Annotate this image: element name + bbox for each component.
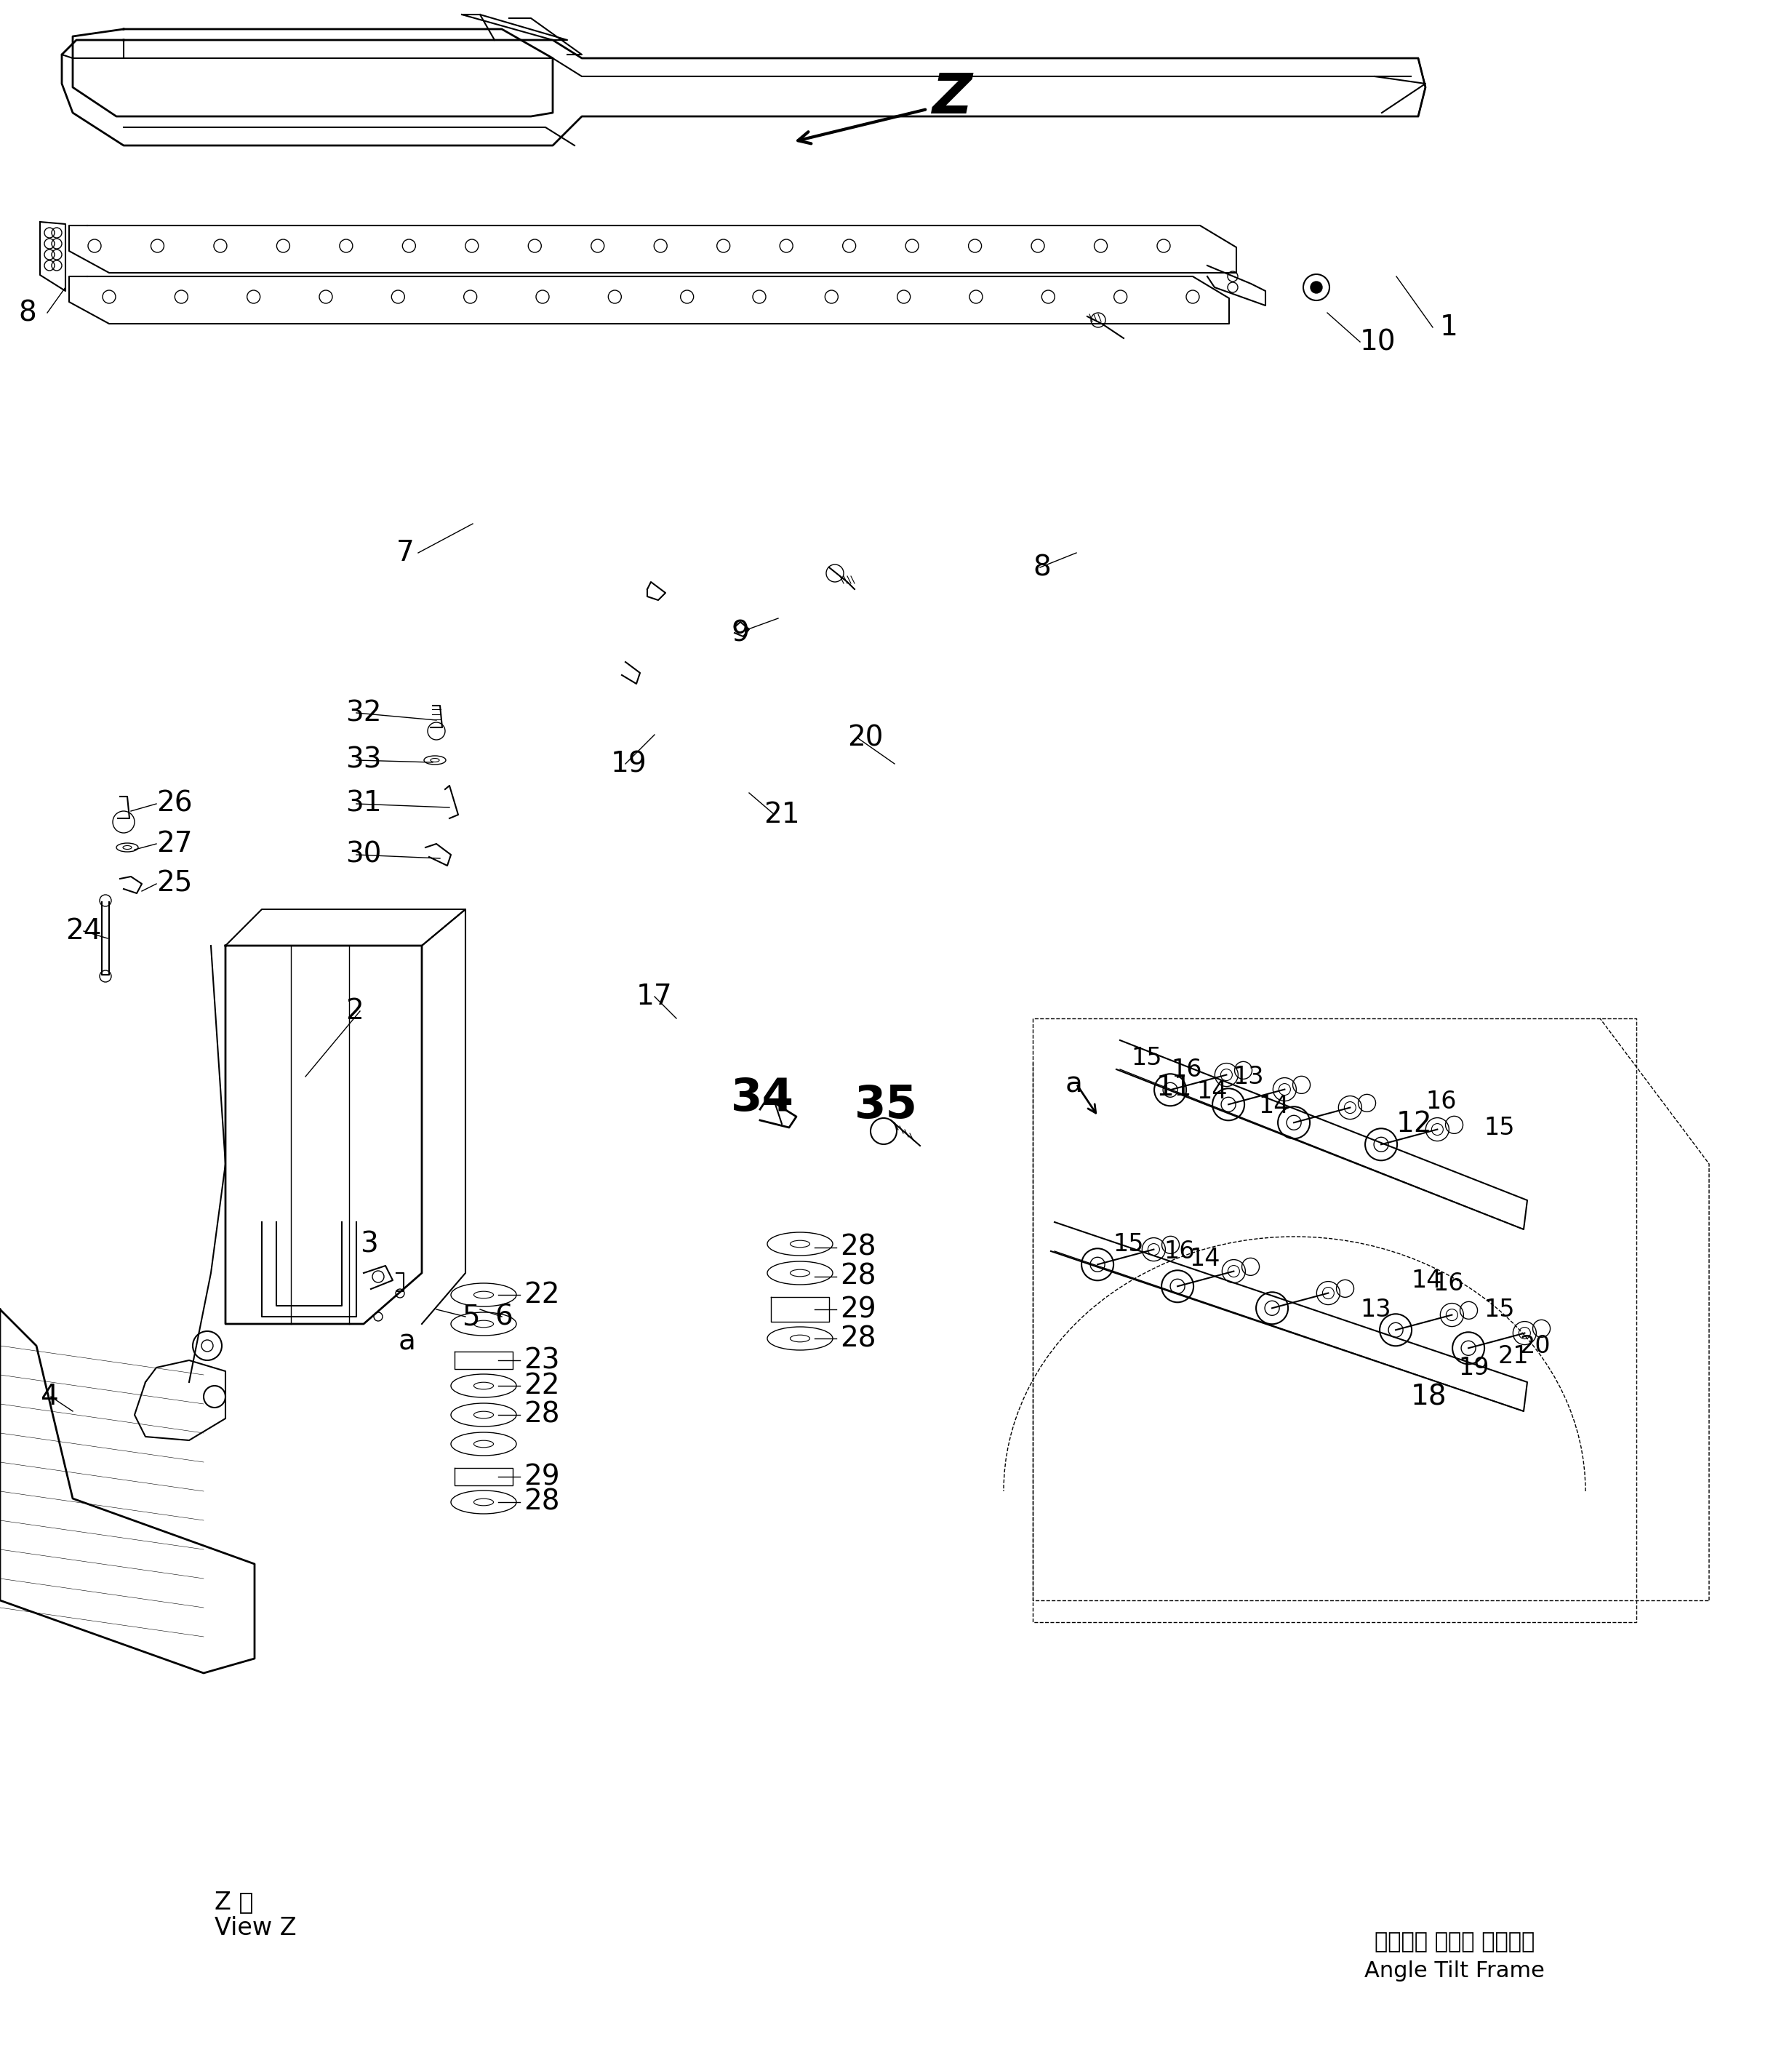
Text: 23: 23 (523, 1346, 559, 1375)
Text: 34: 34 (731, 1077, 794, 1120)
Circle shape (1310, 282, 1322, 294)
Text: 15: 15 (1113, 1232, 1143, 1255)
Text: Angle Tilt Frame: Angle Tilt Frame (1364, 1961, 1545, 1982)
Text: 4: 4 (39, 1383, 57, 1410)
Text: 19: 19 (1459, 1357, 1489, 1379)
Text: 16: 16 (1170, 1058, 1202, 1081)
Text: 28: 28 (523, 1489, 559, 1516)
Text: 16: 16 (1434, 1272, 1464, 1296)
Text: 24: 24 (66, 917, 102, 944)
Text: 28: 28 (840, 1263, 876, 1290)
Text: 14: 14 (1190, 1247, 1220, 1270)
Text: 31: 31 (346, 789, 382, 818)
Text: 19: 19 (611, 750, 647, 777)
Text: 20: 20 (848, 725, 883, 752)
Text: 32: 32 (346, 700, 382, 727)
Text: a: a (1066, 1071, 1082, 1098)
Text: 30: 30 (346, 841, 382, 868)
Text: 5: 5 (462, 1303, 480, 1330)
Text: 15: 15 (1484, 1116, 1514, 1139)
Text: 14: 14 (1197, 1079, 1228, 1104)
Text: 29: 29 (840, 1296, 876, 1323)
Text: 7: 7 (396, 538, 414, 567)
Text: 22: 22 (523, 1371, 559, 1400)
Text: 26: 26 (156, 789, 192, 818)
Text: 16: 16 (1425, 1089, 1457, 1114)
Text: 16: 16 (1163, 1238, 1195, 1263)
Text: 6: 6 (495, 1303, 513, 1330)
Text: Z: Z (932, 70, 973, 124)
Text: 14: 14 (1258, 1093, 1288, 1118)
Text: 12: 12 (1396, 1110, 1432, 1137)
Text: 21: 21 (763, 801, 799, 828)
Text: 35: 35 (855, 1083, 918, 1127)
Text: 27: 27 (156, 830, 192, 857)
Text: 9: 9 (731, 619, 749, 646)
Text: 29: 29 (523, 1462, 559, 1491)
Text: 1: 1 (1441, 313, 1459, 342)
Text: a: a (398, 1328, 416, 1357)
Text: Z 視: Z 視 (215, 1891, 253, 1914)
Text: 28: 28 (840, 1325, 876, 1352)
Text: 28: 28 (523, 1402, 559, 1429)
Text: 15: 15 (1131, 1046, 1161, 1071)
Text: 21: 21 (1498, 1344, 1529, 1369)
Text: 8: 8 (18, 298, 36, 327)
Text: アングル チルト フレーム: アングル チルト フレーム (1374, 1932, 1534, 1953)
Text: 10: 10 (1360, 327, 1396, 356)
Text: 3: 3 (360, 1230, 378, 1257)
Text: 17: 17 (636, 984, 672, 1011)
Text: 14: 14 (1410, 1267, 1443, 1292)
Text: 8: 8 (1032, 553, 1050, 582)
Text: View Z: View Z (215, 1916, 296, 1941)
Text: 28: 28 (840, 1234, 876, 1261)
Text: 13: 13 (1233, 1064, 1263, 1089)
Text: 20: 20 (1520, 1334, 1552, 1359)
Text: 13: 13 (1360, 1296, 1391, 1321)
Text: 33: 33 (346, 746, 382, 775)
Text: 15: 15 (1484, 1296, 1514, 1321)
Text: 25: 25 (156, 870, 192, 897)
Text: 11: 11 (1156, 1073, 1192, 1102)
Text: 22: 22 (523, 1282, 559, 1309)
Text: 18: 18 (1410, 1383, 1446, 1410)
Text: 2: 2 (346, 998, 364, 1025)
